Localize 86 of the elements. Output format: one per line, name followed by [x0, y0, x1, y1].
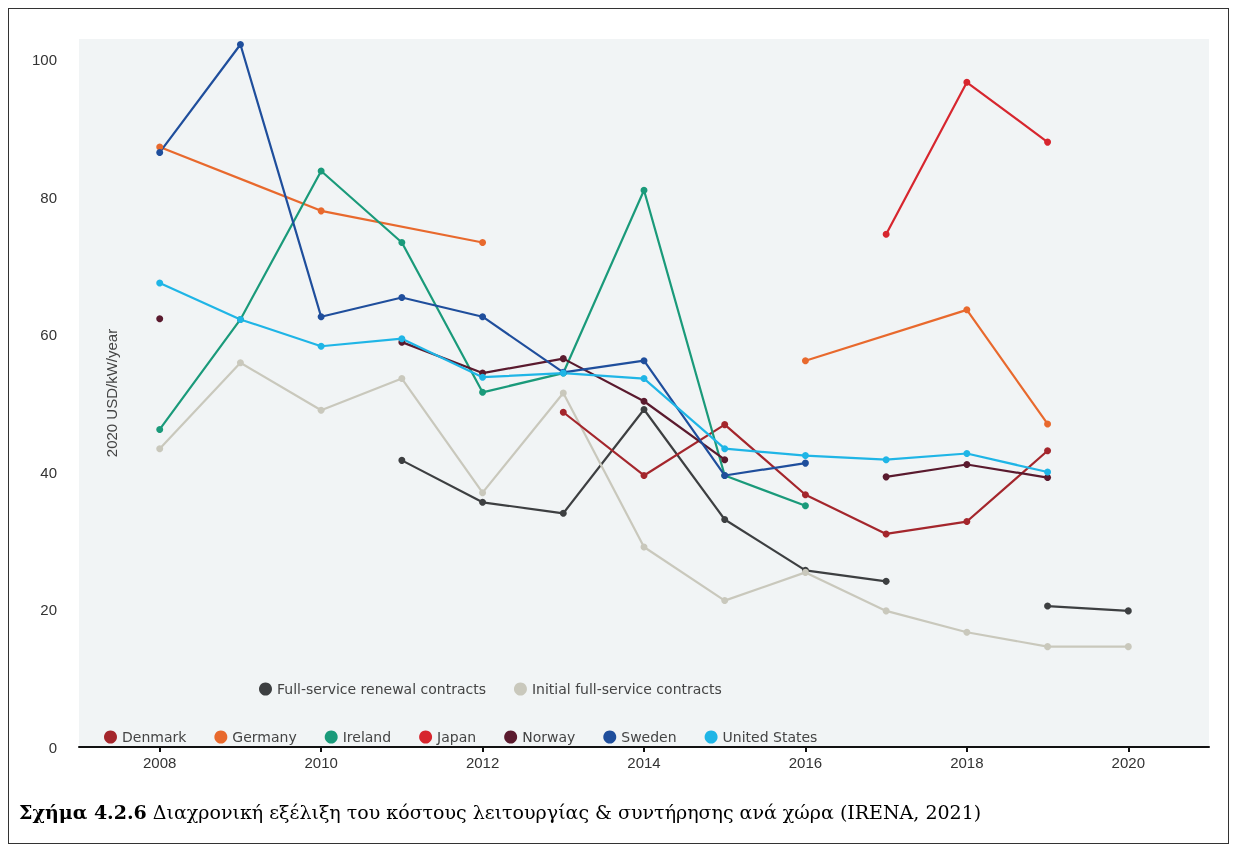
- point: [1044, 420, 1052, 428]
- point: [156, 315, 164, 323]
- y-tick-label: 60: [40, 326, 57, 344]
- point: [882, 577, 890, 585]
- point: [882, 607, 890, 615]
- x-tick-label: 2010: [304, 754, 338, 771]
- point: [721, 597, 729, 605]
- point: [1044, 447, 1052, 455]
- point: [963, 518, 971, 526]
- point: [479, 388, 487, 396]
- point: [963, 78, 971, 86]
- point: [479, 373, 487, 381]
- y-axis-title: 2020 USD/kW/year: [103, 328, 120, 458]
- point: [1044, 138, 1052, 146]
- point: [1124, 607, 1132, 615]
- point: [963, 628, 971, 636]
- point: [317, 207, 325, 215]
- point: [479, 238, 487, 246]
- legend-label: Norway: [522, 729, 576, 745]
- y-tick-label: 40: [40, 463, 57, 481]
- legend-label: Initial full-service contracts: [531, 681, 722, 697]
- legend-label: United States: [722, 729, 818, 745]
- point: [1044, 602, 1052, 610]
- point: [559, 389, 567, 397]
- point: [640, 471, 648, 479]
- y-tick-label: 0: [48, 738, 57, 756]
- y-tick-label: 80: [40, 188, 57, 206]
- point: [721, 445, 729, 453]
- point: [479, 313, 487, 321]
- point: [156, 445, 164, 453]
- point: [801, 491, 809, 499]
- legend-label: Ireland: [342, 729, 392, 745]
- point: [236, 41, 244, 48]
- point: [801, 502, 809, 510]
- y-tick-label: 100: [31, 51, 57, 69]
- point: [398, 456, 406, 464]
- x-tick-label: 2008: [143, 754, 177, 771]
- point: [317, 342, 325, 350]
- point: [801, 357, 809, 365]
- point: [317, 406, 325, 414]
- x-tick-label: 2016: [788, 754, 823, 771]
- point: [156, 148, 164, 156]
- text: Σχήμα 4.2.6 Διαχρονική εξέλιξη του κόστους λειτουργίας & συντήρησης ανά χώρα (IRENA, 2021): [19, 801, 982, 823]
- point: [479, 498, 487, 506]
- point: [156, 279, 164, 287]
- point: [1044, 468, 1052, 476]
- point: [640, 406, 648, 413]
- point: [882, 473, 890, 481]
- point: [721, 515, 729, 523]
- point: [640, 186, 648, 194]
- point: [640, 397, 648, 405]
- point: [236, 359, 244, 367]
- point: [640, 375, 648, 383]
- point: [882, 456, 890, 464]
- point: [963, 460, 971, 468]
- point: [721, 456, 729, 464]
- point: [559, 509, 567, 517]
- point: [398, 293, 406, 301]
- point: [882, 530, 890, 538]
- legend-label: Denmark: [122, 729, 188, 745]
- y-tick-label: 20: [40, 601, 57, 619]
- point: [640, 357, 648, 365]
- point: [559, 408, 567, 416]
- point: [398, 238, 406, 246]
- point: [963, 449, 971, 457]
- x-tick-label: 2014: [627, 754, 661, 771]
- point: [801, 459, 809, 467]
- point: [1124, 643, 1132, 651]
- point: [1044, 643, 1052, 651]
- legend-label: Sweden: [621, 729, 677, 745]
- x-tick-label: 2020: [1111, 754, 1145, 771]
- point: [398, 375, 406, 383]
- point: [801, 452, 809, 460]
- x-tick-label: 2018: [950, 754, 984, 771]
- x-tick-label: 2012: [465, 754, 500, 771]
- point: [559, 355, 567, 363]
- point: [479, 489, 487, 497]
- point: [156, 425, 164, 433]
- point: [317, 313, 325, 321]
- point: [721, 421, 729, 429]
- point: [963, 306, 971, 314]
- legend-label: Japan: [436, 729, 477, 745]
- point: [882, 230, 890, 238]
- point: [317, 167, 325, 175]
- legend-label: Germany: [232, 729, 297, 745]
- legend-label: Full-service renewal contracts: [277, 681, 486, 697]
